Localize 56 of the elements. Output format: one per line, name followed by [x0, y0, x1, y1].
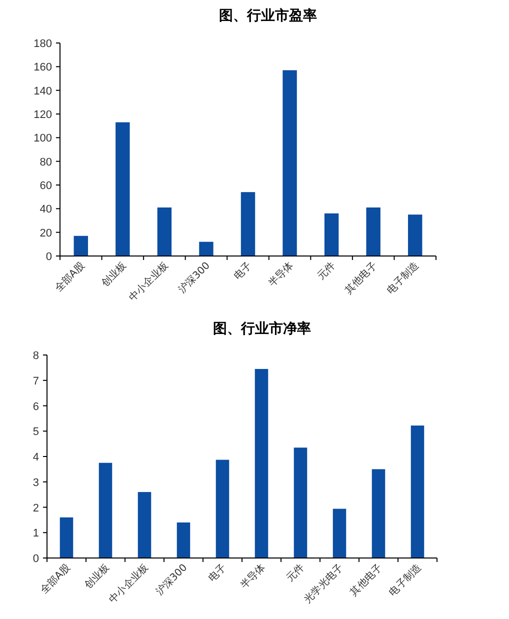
bar [372, 469, 386, 558]
y-tick-label: 180 [34, 38, 52, 50]
x-tick-label: 元件 [316, 260, 338, 282]
bar [410, 426, 424, 558]
chart-title: 图、行业市净率 [213, 320, 311, 337]
bar [240, 192, 256, 256]
x-tick-label: 全部A股 [52, 260, 88, 294]
bar [408, 214, 422, 256]
y-tick-label: 5 [32, 426, 39, 438]
bar [157, 207, 172, 256]
bar [199, 242, 214, 256]
y-tick-label: 20 [40, 227, 52, 240]
x-tick-label: 创业板 [82, 562, 112, 592]
x-tick-label: 其他电子 [348, 562, 385, 598]
chart-title: 图、行业市盈率 [219, 7, 317, 24]
bar [98, 462, 112, 558]
y-tick-label: 40 [40, 204, 52, 216]
y-tick-label: 8 [32, 350, 39, 362]
bar [366, 207, 380, 256]
y-tick-label: 3 [32, 476, 39, 489]
y-tick-label: 0 [32, 553, 39, 565]
bar [282, 70, 297, 256]
bar [254, 368, 268, 558]
x-tick-label: 电子 [231, 260, 254, 282]
x-tick-label: 半导体 [266, 260, 296, 290]
y-tick-label: 0 [46, 251, 52, 263]
bar [116, 122, 130, 256]
bar [60, 517, 74, 558]
y-tick-label: 160 [34, 62, 52, 74]
x-tick-label: 沪深300 [176, 260, 212, 296]
bar [74, 236, 88, 256]
x-tick-label: 沪深300 [153, 562, 190, 598]
bar [294, 448, 308, 558]
x-tick-label: 电子制造 [386, 562, 424, 598]
bar [216, 460, 230, 558]
x-tick-label: 电子制造 [384, 260, 422, 296]
bar [138, 492, 152, 558]
y-tick-label: 100 [34, 132, 52, 145]
y-tick-label: 4 [32, 452, 39, 464]
y-tick-label: 7 [32, 375, 39, 388]
x-tick-label: 半导体 [238, 562, 268, 592]
bar [324, 213, 339, 256]
x-tick-label: 中小企业板 [126, 260, 171, 304]
bar [332, 508, 346, 558]
x-tick-label: 电子 [206, 562, 229, 584]
y-tick-label: 6 [32, 400, 39, 413]
y-tick-label: 80 [40, 156, 52, 168]
y-tick-label: 60 [40, 180, 52, 192]
bar [176, 522, 190, 558]
y-tick-label: 120 [34, 109, 52, 121]
y-tick-label: 140 [34, 85, 52, 98]
y-tick-label: 1 [32, 528, 39, 540]
x-tick-label: 全部A股 [38, 562, 73, 596]
x-tick-label: 其他电子 [342, 260, 380, 296]
x-tick-label: 创业板 [99, 260, 129, 290]
y-tick-label: 2 [32, 502, 39, 514]
